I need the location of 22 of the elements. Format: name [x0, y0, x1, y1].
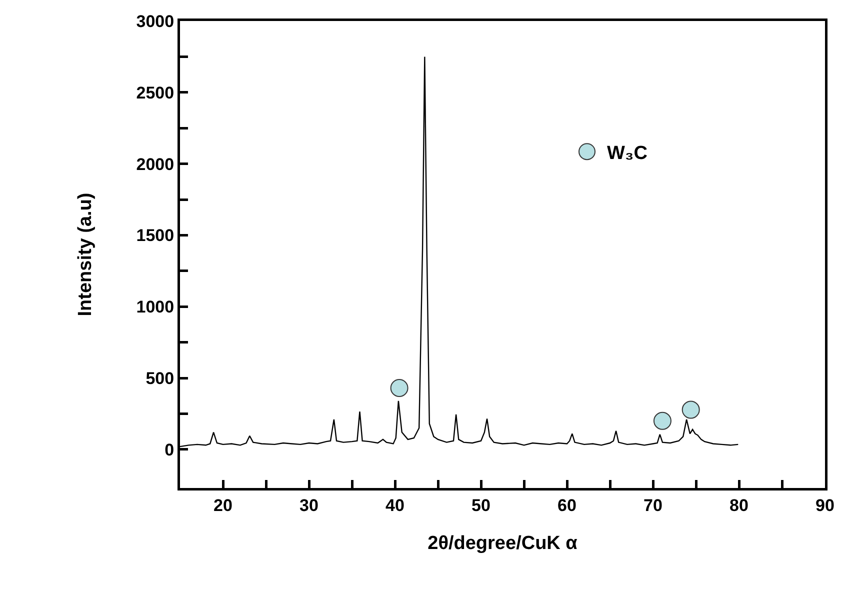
- x-tick-label: 50: [472, 496, 490, 515]
- y-tick-label: 2000: [136, 154, 174, 174]
- y-tick-label: 500: [146, 368, 174, 388]
- y-tick-label: 3000: [136, 12, 174, 31]
- x-tick-label: 20: [214, 496, 232, 515]
- y-tick-label: 0: [164, 440, 174, 460]
- point: [682, 400, 700, 419]
- legend-label: W₃C: [607, 143, 648, 164]
- y-tick-label: 2500: [136, 83, 174, 102]
- x-tick-label: 40: [386, 496, 404, 515]
- y-tick-label: 1500: [136, 226, 174, 246]
- x-tick-label: 70: [644, 496, 662, 515]
- point: [653, 412, 672, 430]
- x-tick-label: 60: [558, 496, 576, 515]
- y-axis-title: Intensity (a.u): [74, 192, 96, 316]
- x-tick-label: 90: [816, 496, 834, 515]
- y-tick-label: 1000: [136, 298, 174, 317]
- x-axis-title: 2θ/degree/CuK α: [428, 532, 578, 554]
- line-series: [180, 56, 739, 448]
- point: [390, 379, 408, 398]
- x-tick-label: 30: [300, 496, 318, 515]
- x-tick-label: 80: [730, 496, 748, 515]
